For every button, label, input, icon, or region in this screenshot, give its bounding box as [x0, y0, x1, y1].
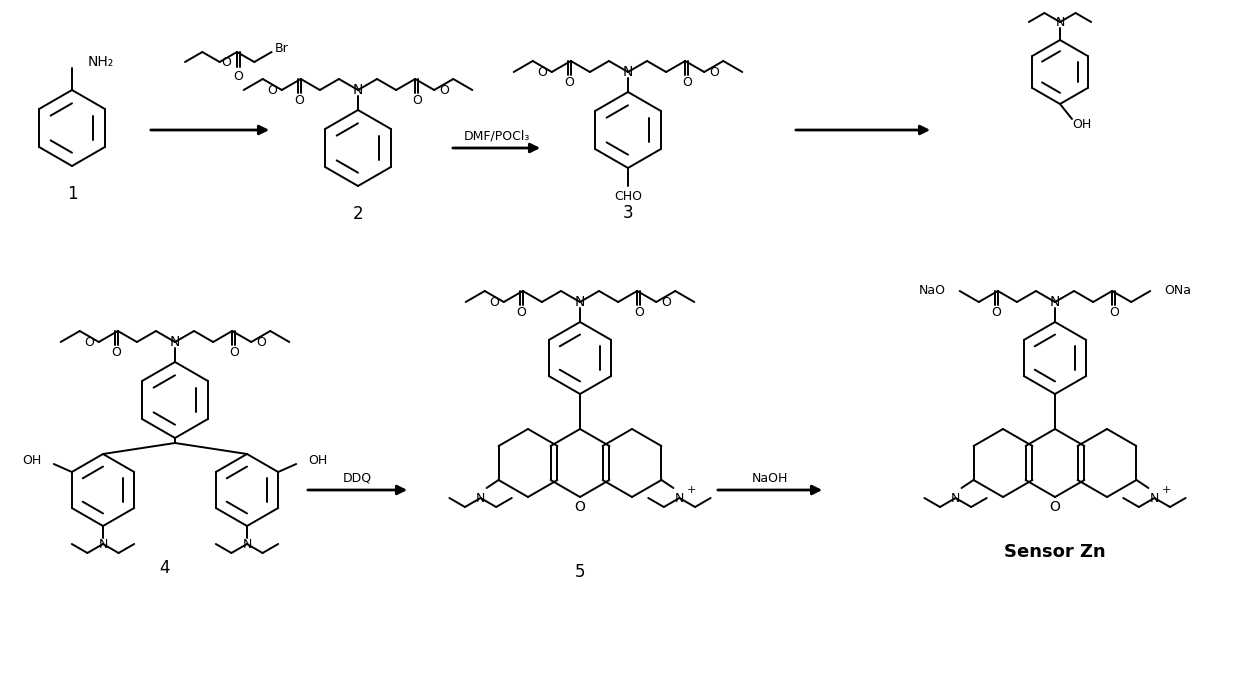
- Text: O: O: [709, 65, 719, 79]
- Text: ONa: ONa: [1164, 285, 1192, 298]
- Text: N: N: [353, 83, 363, 97]
- Text: N: N: [98, 537, 108, 551]
- Text: NH₂: NH₂: [88, 55, 114, 69]
- Text: O: O: [233, 70, 243, 83]
- Text: +: +: [687, 485, 696, 495]
- Text: N: N: [675, 491, 684, 504]
- Text: NaO: NaO: [919, 285, 946, 298]
- Text: N: N: [951, 491, 960, 504]
- Text: DDQ: DDQ: [343, 471, 372, 484]
- Text: NaOH: NaOH: [751, 471, 789, 484]
- Text: 1: 1: [67, 185, 77, 203]
- Text: O: O: [229, 345, 239, 358]
- Text: OH: OH: [22, 453, 42, 466]
- Text: O: O: [516, 305, 526, 318]
- Text: O: O: [489, 296, 498, 309]
- Text: Br: Br: [275, 43, 289, 56]
- Text: O: O: [222, 56, 232, 68]
- Text: +: +: [1162, 485, 1171, 495]
- Text: O: O: [267, 83, 277, 96]
- Text: 4: 4: [160, 559, 170, 577]
- Text: Sensor Zn: Sensor Zn: [1004, 543, 1106, 561]
- Text: O: O: [661, 296, 671, 309]
- Text: O: O: [564, 76, 574, 88]
- Text: CHO: CHO: [614, 189, 642, 203]
- Text: O: O: [682, 76, 692, 88]
- Text: O: O: [412, 94, 422, 107]
- Text: OH: OH: [309, 453, 327, 466]
- Text: 5: 5: [575, 563, 585, 581]
- Text: N: N: [1055, 15, 1065, 28]
- Text: O: O: [439, 83, 449, 96]
- Text: O: O: [294, 94, 304, 107]
- Text: N: N: [622, 65, 634, 79]
- Text: 3: 3: [622, 204, 634, 222]
- Text: O: O: [257, 336, 267, 349]
- Text: N: N: [575, 295, 585, 309]
- Text: O: O: [537, 65, 547, 79]
- Text: 2: 2: [352, 205, 363, 223]
- Text: O: O: [1049, 500, 1060, 514]
- Text: O: O: [574, 500, 585, 514]
- Text: N: N: [170, 335, 180, 349]
- Text: O: O: [991, 305, 1001, 318]
- Text: N: N: [242, 537, 252, 551]
- Text: O: O: [84, 336, 94, 349]
- Text: O: O: [634, 305, 644, 318]
- Text: OH: OH: [1073, 118, 1091, 130]
- Text: N: N: [476, 491, 485, 504]
- Text: N: N: [1149, 491, 1159, 504]
- Text: N: N: [1050, 295, 1060, 309]
- Text: O: O: [1110, 305, 1118, 318]
- Text: DMF/POCl₃: DMF/POCl₃: [464, 130, 529, 143]
- Text: O: O: [110, 345, 120, 358]
